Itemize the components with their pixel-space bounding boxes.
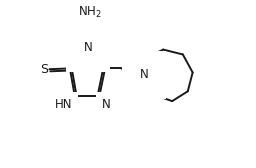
Text: N: N [140,68,149,81]
Text: HN: HN [55,98,72,111]
Text: N: N [83,41,92,54]
Text: NH$_2$: NH$_2$ [78,5,101,20]
Text: S: S [40,63,48,76]
Text: N: N [102,98,111,111]
